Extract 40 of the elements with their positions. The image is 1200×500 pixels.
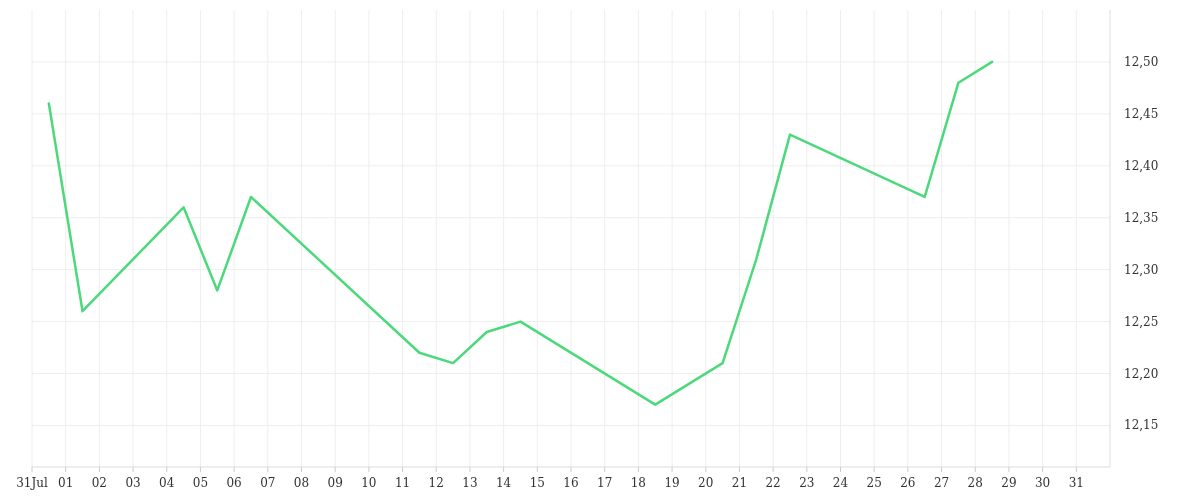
x-tick-label: 11 <box>394 476 411 490</box>
x-tick-label: 29 <box>1001 476 1017 490</box>
x-tick-label: 28 <box>967 476 983 490</box>
x-tick-label: 23 <box>799 476 815 490</box>
x-tick-label: 31 <box>1068 476 1084 490</box>
x-tick-label: 17 <box>597 476 613 490</box>
y-tick-label: 12,30 <box>1124 262 1159 277</box>
x-tick-label: 19 <box>664 476 680 490</box>
y-tick-label: 12,35 <box>1124 210 1159 225</box>
y-tick-label: 12,20 <box>1124 366 1159 381</box>
y-tick-label: 12,15 <box>1124 418 1159 433</box>
x-tick-label: 08 <box>293 476 310 490</box>
y-tick-label: 12,40 <box>1124 158 1159 173</box>
x-tick-label: 31Jul <box>16 476 48 490</box>
x-tick-label: 12 <box>428 476 444 490</box>
x-tick-label: 24 <box>832 476 849 490</box>
x-tick-label: 10 <box>361 476 377 490</box>
x-tick-label: 13 <box>462 476 478 490</box>
x-tick-label: 21 <box>731 476 748 490</box>
x-tick-label: 02 <box>91 476 108 490</box>
x-tick-label: 06 <box>226 476 242 490</box>
x-tick-label: 03 <box>125 476 141 490</box>
x-tick-label: 20 <box>698 476 714 490</box>
x-tick-label: 14 <box>495 476 512 490</box>
x-tick-label: 30 <box>1034 476 1051 490</box>
y-tick-label: 12,25 <box>1124 314 1159 329</box>
x-tick-label: 07 <box>260 476 276 490</box>
x-tick-label: 15 <box>529 476 545 490</box>
x-tick-label: 05 <box>192 476 209 490</box>
y-tick-label: 12,45 <box>1124 106 1159 121</box>
x-tick-label: 25 <box>866 476 882 490</box>
x-tick-label: 22 <box>765 476 781 490</box>
x-tick-label: 18 <box>630 476 647 490</box>
x-tick-label: 26 <box>900 476 916 490</box>
x-tick-label: 01 <box>58 476 74 490</box>
x-tick-label: 09 <box>327 476 343 490</box>
y-tick-label: 12,50 <box>1124 54 1159 69</box>
x-tick-label: 27 <box>933 476 950 490</box>
x-tick-label: 04 <box>159 476 175 490</box>
x-tick-label: 16 <box>563 476 579 490</box>
